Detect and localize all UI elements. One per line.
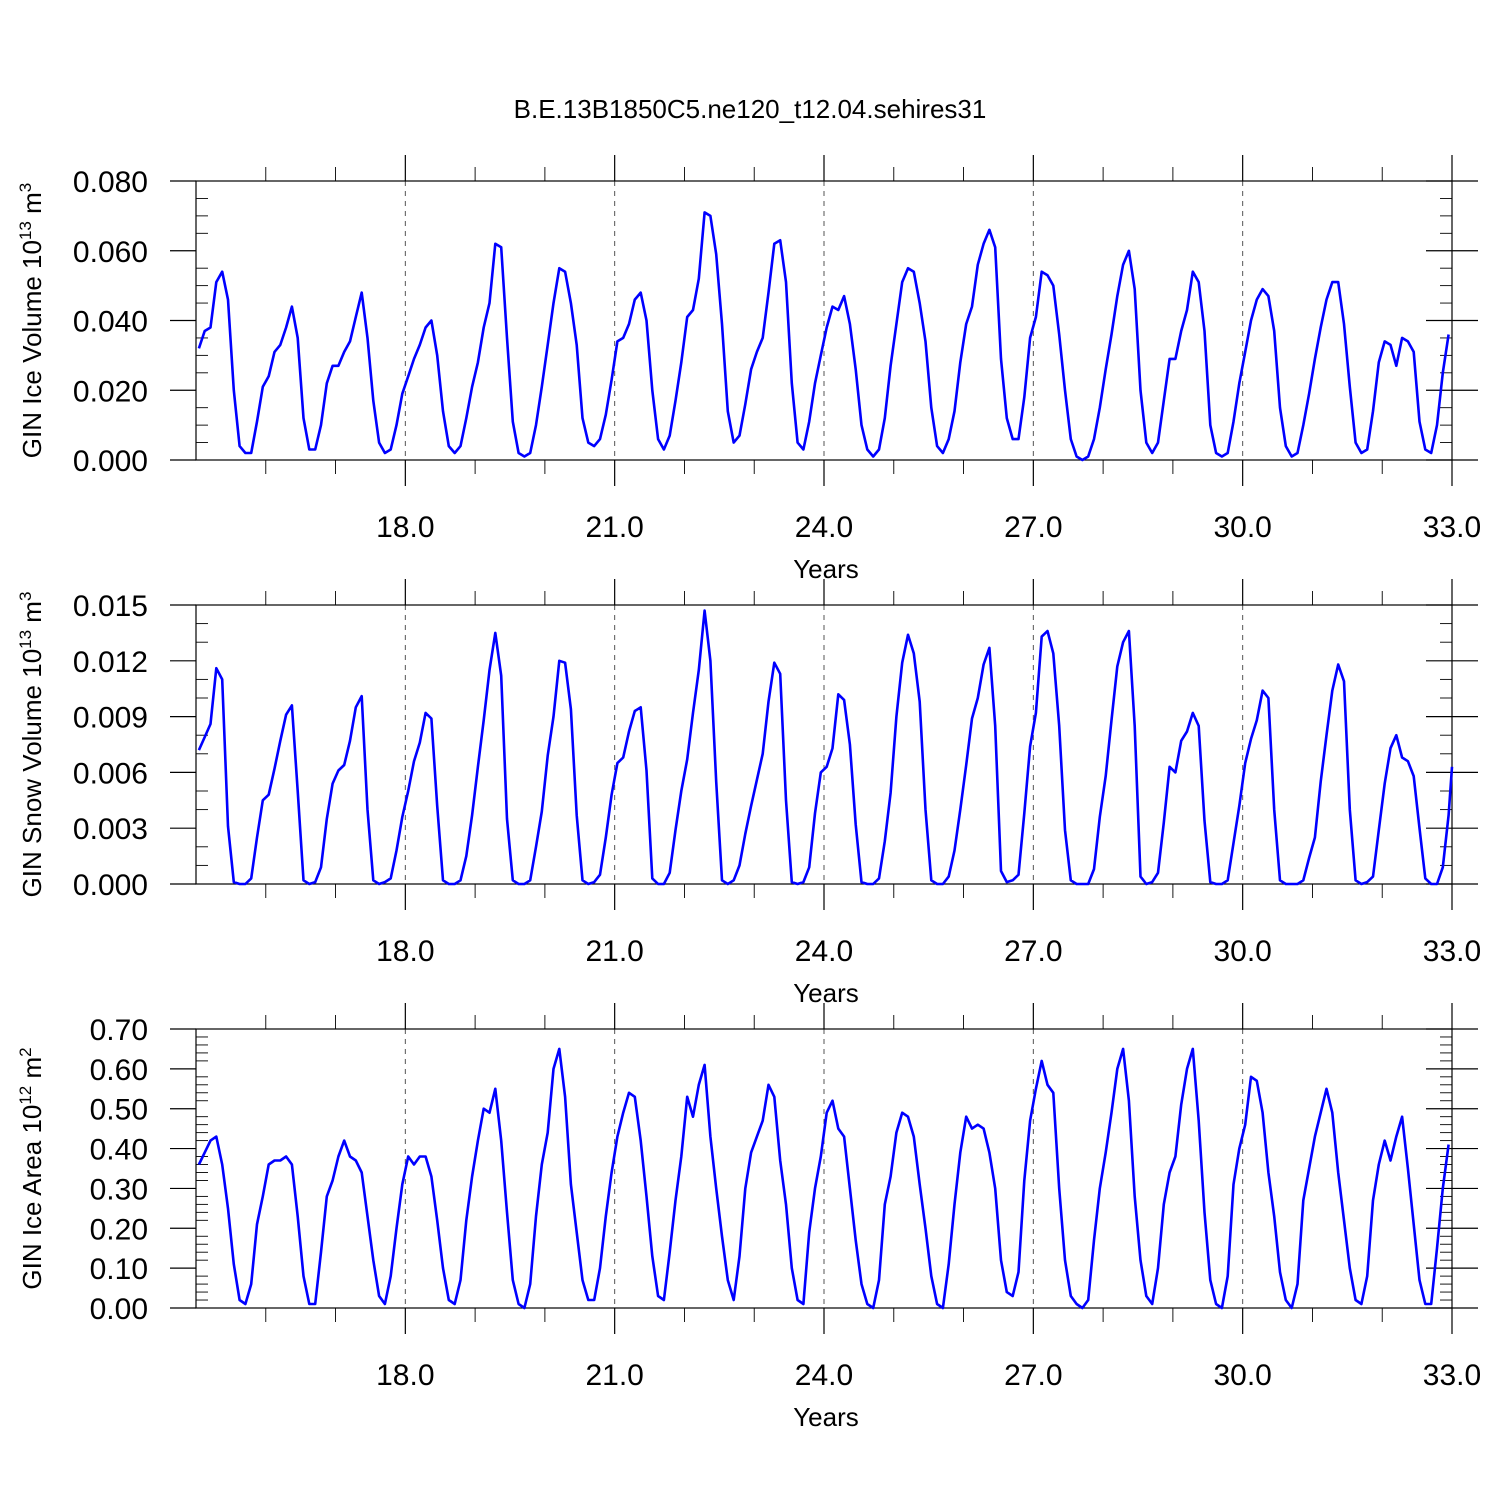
y-tick-label: 0.30	[90, 1173, 148, 1206]
x-tick-label: 18.0	[376, 511, 434, 544]
x-tick-label: 18.0	[376, 1359, 434, 1392]
x-tick-label: 27.0	[1004, 935, 1062, 968]
y-tick-label: 0.000	[73, 869, 148, 902]
y-axis-title-exponent: 12	[16, 1086, 35, 1105]
y-tick-label: 0.020	[73, 375, 148, 408]
y-tick-label: 0.003	[73, 813, 148, 846]
y-axis-title: GIN Ice Volume 1013 m3	[16, 183, 47, 459]
y-axis-title-unit: m	[17, 192, 47, 221]
y-tick-label: 0.012	[73, 646, 148, 679]
chart-panel-1: 0.000 0.020 0.040 0.060 0.080 18.0 21.0 24.0 27.…	[16, 155, 1481, 584]
y-tick-label: 0.000	[73, 445, 148, 478]
x-tick-label: 24.0	[795, 1359, 853, 1392]
y-tick-label: 0.060	[73, 236, 148, 269]
y-tick-label: 0.70	[90, 1014, 148, 1047]
plot-frame	[195, 1028, 1453, 1309]
y-tick-label: 0.60	[90, 1054, 148, 1087]
y-axis-title-unit-exponent: 3	[16, 592, 35, 601]
x-tick-label: 30.0	[1213, 1359, 1271, 1392]
y-tick-label: 0.015	[73, 590, 148, 623]
chart-panel-3: 0.00 0.10 0.20 0.30 0.40 0.50 0.60 0.70 18.0 21.0…	[16, 1003, 1481, 1432]
y-axis-title-main: GIN Snow Volume 10	[17, 649, 47, 898]
x-tick-label: 21.0	[585, 935, 643, 968]
x-tick-label: 18.0	[376, 935, 434, 968]
x-tick-label: 21.0	[585, 1359, 643, 1392]
y-tick-label: 0.009	[73, 702, 148, 735]
x-tick-label: 24.0	[795, 935, 853, 968]
y-axis-title-main: GIN Ice Area 10	[17, 1105, 47, 1290]
y-tick-label: 0.080	[73, 166, 148, 199]
data-series-line	[197, 1047, 1450, 1310]
y-tick-label: 0.40	[90, 1134, 148, 1167]
y-axis-title-unit-exponent: 3	[16, 183, 35, 192]
y-tick-label: 0.040	[73, 306, 148, 339]
y-axis-title-unit: m	[17, 1057, 47, 1086]
x-tick-label: 27.0	[1004, 1359, 1062, 1392]
x-tick-label: 27.0	[1004, 511, 1062, 544]
chart-panels: 0.000 0.020 0.040 0.060 0.080 18.0 21.0 24.0 27.…	[16, 155, 1481, 1432]
x-axis-title: Years	[793, 1402, 859, 1432]
y-axis-title-exponent: 13	[16, 221, 35, 240]
y-tick-label: 0.006	[73, 757, 148, 790]
y-axis-title: GIN Snow Volume 1013 m3	[16, 592, 47, 898]
x-axis-title: Years	[793, 978, 859, 1008]
y-axis-title: GIN Ice Area 1012 m2	[16, 1047, 47, 1289]
data-series-line	[197, 609, 1454, 886]
figure-title: B.E.13B1850C5.ne120_t12.04.sehires31	[514, 94, 987, 124]
data-series-line	[197, 211, 1450, 462]
plot-frame	[195, 180, 1453, 461]
y-axis-title-unit-exponent: 2	[16, 1047, 35, 1056]
y-axis-title-exponent: 13	[16, 630, 35, 649]
x-tick-label: 33.0	[1423, 935, 1481, 968]
chart-panel-2: 0.000 0.003 0.006 0.009 0.012 0.015 18.0 21.0 24…	[16, 579, 1481, 1008]
x-tick-label: 33.0	[1423, 511, 1481, 544]
x-tick-label: 33.0	[1423, 1359, 1481, 1392]
y-tick-label: 0.20	[90, 1213, 148, 1246]
y-tick-label: 0.10	[90, 1253, 148, 1286]
y-tick-label: 0.00	[90, 1293, 148, 1326]
y-axis-title-main: GIN Ice Volume 10	[17, 240, 47, 458]
x-axis-title: Years	[793, 554, 859, 584]
x-tick-label: 30.0	[1213, 511, 1271, 544]
plot-frame	[195, 604, 1453, 885]
x-tick-label: 21.0	[585, 511, 643, 544]
x-tick-label: 24.0	[795, 511, 853, 544]
y-axis-title-unit: m	[17, 601, 47, 630]
x-tick-label: 30.0	[1213, 935, 1271, 968]
y-tick-label: 0.50	[90, 1094, 148, 1127]
